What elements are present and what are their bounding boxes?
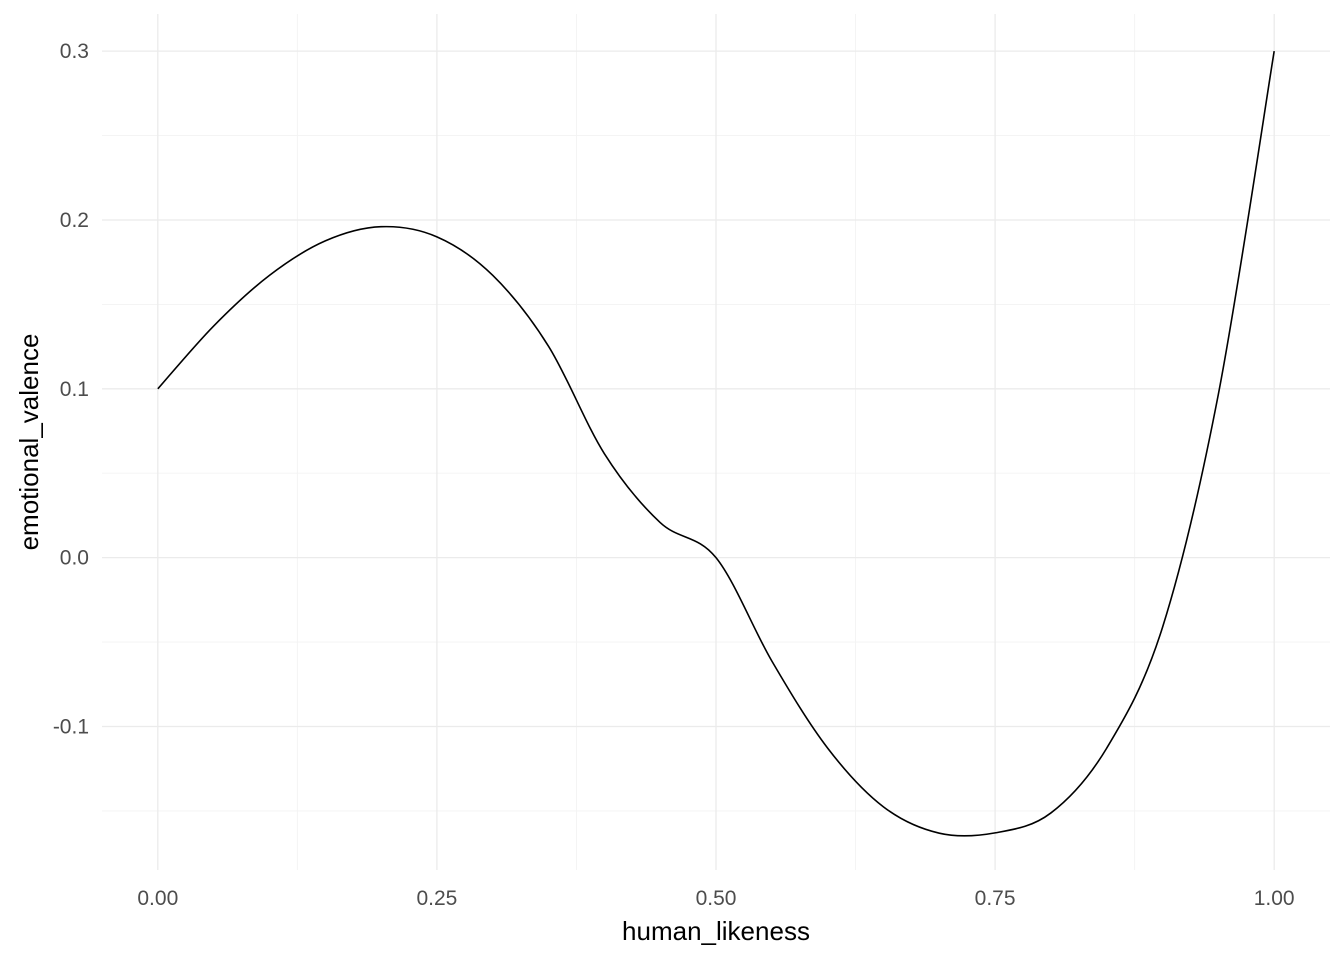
series-layer	[157, 51, 1275, 837]
y-tick-label: -0.1	[53, 715, 89, 738]
y-axis-tick-labels: -0.1 0.0 0.1 0.2 0.3	[53, 40, 89, 738]
y-axis-title: emotional_valence	[14, 334, 44, 551]
series-line	[157, 51, 1275, 837]
x-axis-title: human_likeness	[622, 916, 810, 946]
x-tick-label: 1.00	[1254, 887, 1295, 910]
y-tick-label: 0.3	[60, 40, 89, 63]
y-tick-label: 0.0	[60, 547, 89, 570]
x-tick-label: 0.75	[975, 887, 1016, 910]
y-tick-label: 0.1	[60, 378, 89, 401]
x-tick-label: 0.25	[416, 887, 457, 910]
major-gridlines	[102, 14, 1330, 870]
x-axis-tick-labels: 0.00 0.25 0.50 0.75 1.00	[137, 887, 1294, 910]
x-tick-label: 0.50	[696, 887, 737, 910]
y-tick-label: 0.2	[60, 209, 89, 232]
x-tick-label: 0.00	[137, 887, 178, 910]
